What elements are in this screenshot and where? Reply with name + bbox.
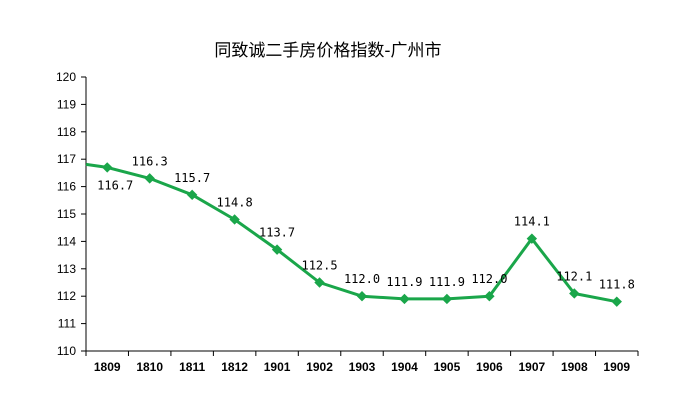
x-tick-label: 1904 — [391, 360, 418, 374]
data-label: 114.1 — [514, 215, 550, 229]
x-tick-label: 1906 — [476, 360, 503, 374]
y-tick-label: 116 — [57, 180, 76, 194]
x-tick-label: 1909 — [603, 360, 630, 374]
y-tick-label: 117 — [57, 152, 76, 166]
data-point — [229, 214, 240, 225]
y-axis-ticks: 110 111 112 113 114 115 116 117 118 119 120 — [56, 70, 86, 358]
x-tick-label: 1812 — [221, 360, 248, 374]
data-label: 111.9 — [386, 275, 422, 289]
axes — [85, 77, 638, 352]
data-label: 111.9 — [429, 275, 465, 289]
series-line — [85, 162, 618, 304]
data-label: 112.0 — [344, 272, 380, 286]
data-label: 112.1 — [556, 269, 592, 283]
y-tick-label: 112 — [57, 289, 76, 303]
data-point — [186, 189, 198, 201]
x-tick-label: 1905 — [434, 360, 461, 374]
data-point — [356, 290, 368, 302]
y-tick-label: 120 — [56, 70, 76, 84]
data-labels: 116.7 116.3 115.7 114.8 113.7 112.5 112.0 111.9… — [97, 154, 635, 291]
x-tick-label: 1809 — [94, 360, 121, 374]
data-point — [102, 162, 113, 173]
data-label: 116.7 — [97, 178, 133, 192]
data-points — [102, 162, 622, 307]
y-tick-label: 119 — [57, 97, 76, 111]
y-tick-label: 114 — [57, 234, 76, 248]
x-tick-label: 1902 — [306, 360, 333, 374]
y-tick-label: 115 — [57, 207, 76, 221]
data-point — [484, 290, 495, 302]
data-point — [399, 293, 410, 305]
series-group — [85, 162, 618, 304]
data-label: 116.3 — [132, 154, 168, 168]
data-point — [569, 288, 580, 299]
data-label: 112.5 — [301, 259, 337, 273]
chart-title: 同致诚二手房价格指数-广州市 — [214, 41, 441, 61]
y-tick-label: 110 — [57, 344, 76, 358]
y-tick-label: 118 — [57, 125, 76, 139]
x-tick-label: 1907 — [518, 360, 545, 374]
data-label: 113.7 — [259, 226, 295, 240]
data-point — [271, 244, 283, 255]
y-tick-label: 113 — [57, 262, 76, 276]
data-point — [314, 277, 325, 288]
data-point — [526, 233, 538, 244]
data-point — [611, 296, 622, 307]
x-axis-ticks: 1809 1810 1811 1812 1901 1902 1903 1904 1905 1906… — [85, 351, 639, 374]
data-point — [441, 293, 453, 305]
data-label: 114.8 — [217, 195, 253, 209]
x-tick-label: 1901 — [264, 360, 291, 374]
y-tick-label: 111 — [58, 317, 77, 331]
data-label: 115.7 — [174, 171, 210, 185]
data-label: 112.0 — [471, 272, 507, 286]
x-tick-label: 1903 — [349, 360, 376, 374]
data-point — [144, 173, 155, 184]
data-label: 111.8 — [599, 278, 635, 292]
x-tick-label: 1810 — [136, 360, 163, 374]
x-tick-label: 1811 — [179, 360, 205, 374]
x-tick-label: 1908 — [561, 360, 588, 374]
